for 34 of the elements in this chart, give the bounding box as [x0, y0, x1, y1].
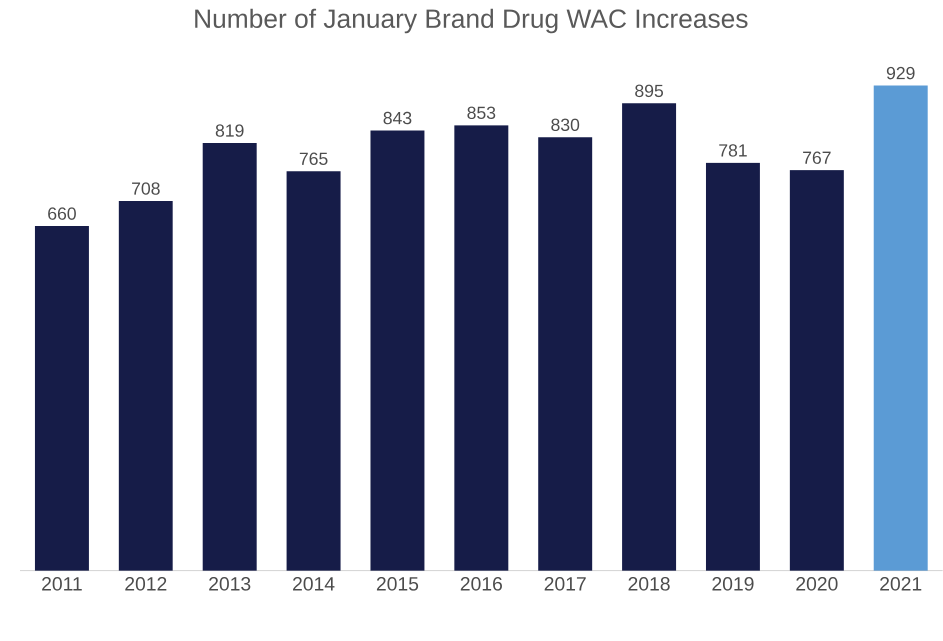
bar	[538, 137, 592, 571]
x-tick-label: 2021	[880, 577, 922, 591]
bar	[202, 143, 257, 571]
x-tick-label: 2015	[376, 577, 418, 591]
data-label: 660	[48, 208, 76, 220]
x-tick-label: 2019	[712, 577, 754, 591]
data-label: 929	[886, 67, 915, 80]
x-tick-label: 2013	[209, 577, 250, 591]
data-label: 843	[384, 112, 412, 124]
chart-title: Number of January Brand Drug WAC Increases	[195, 8, 748, 34]
bar	[790, 170, 844, 571]
data-label: 895	[635, 84, 663, 98]
bar	[454, 125, 508, 571]
x-tick-label: 2020	[796, 577, 838, 591]
bar	[874, 86, 928, 571]
data-label: 767	[803, 152, 831, 164]
data-label: 708	[132, 182, 160, 195]
x-tick-label: 2011	[42, 577, 82, 591]
bar	[370, 130, 424, 571]
x-tick-label: 2016	[460, 577, 502, 591]
bar	[622, 103, 676, 571]
data-label: 781	[719, 144, 747, 157]
data-label: 830	[551, 118, 580, 132]
x-tick-label: 2014	[293, 577, 334, 591]
bar	[706, 162, 760, 571]
bar	[118, 201, 173, 571]
data-label: 853	[467, 106, 496, 120]
x-tick-label: 2017	[544, 577, 586, 591]
x-tick-label: 2018	[628, 577, 670, 591]
bar	[286, 171, 341, 571]
data-label: 819	[216, 124, 244, 137]
x-tick-label: 2012	[125, 577, 166, 591]
bar	[34, 226, 89, 571]
data-label: 765	[300, 152, 328, 166]
